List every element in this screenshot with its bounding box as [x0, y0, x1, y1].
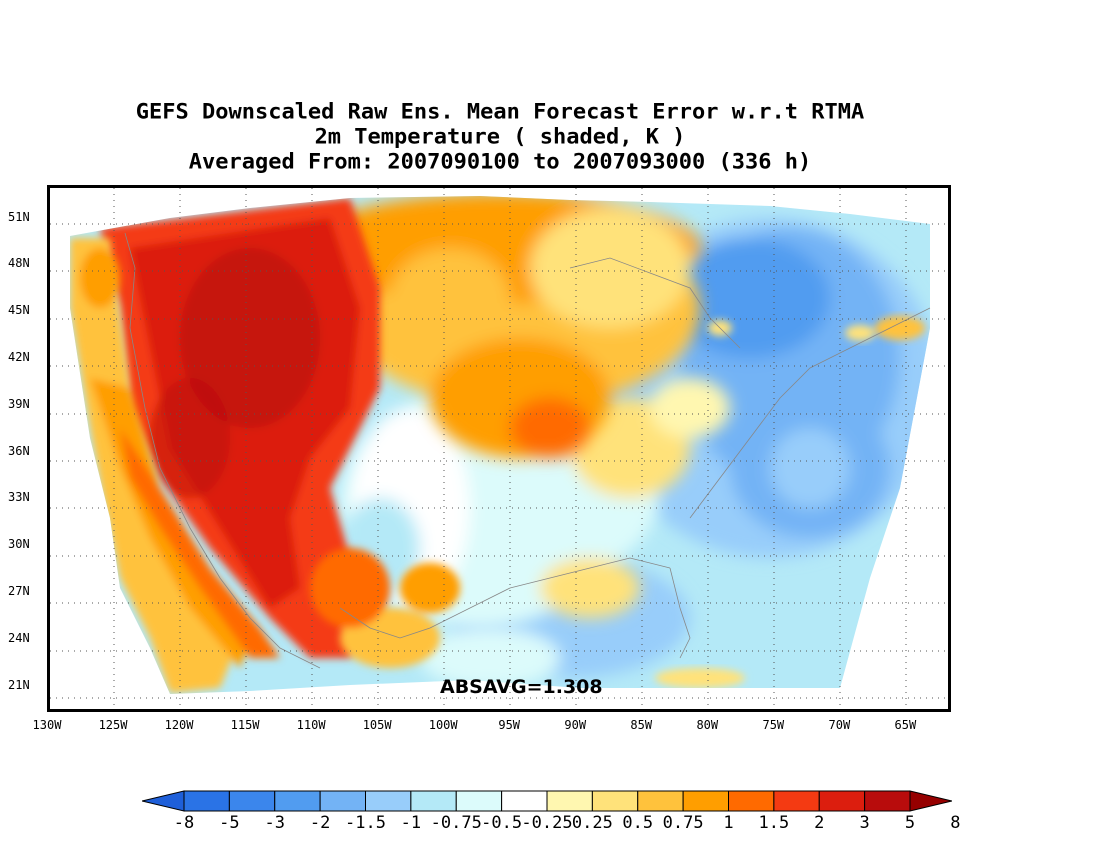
lat-tick-label: 30N: [8, 537, 30, 552]
colorbar-tick-label: 5: [904, 813, 916, 833]
colorbar-segment: [864, 790, 911, 812]
colorbar-over-arrow: [909, 790, 952, 812]
colorbar-segment: [773, 790, 820, 812]
colorbar-segment: [501, 790, 548, 812]
absavg-annotation: ABSAVG=1.308: [440, 676, 603, 698]
lon-tick-label: 75W: [762, 718, 785, 732]
lat-tick-label: 45N: [8, 303, 30, 318]
chart-title: GEFS Downscaled Raw Ens. Mean Forecast E…: [0, 100, 1000, 175]
lon-tick-label: 125W: [98, 718, 128, 732]
lon-tick-label: 85W: [630, 718, 653, 732]
lat-tick-label: 27N: [8, 584, 30, 598]
colorbar-tick-label: -0.25: [521, 813, 573, 833]
colorbar-segment: [591, 790, 639, 812]
lon-tick-label: 65W: [894, 718, 917, 732]
colorbar-tick-label: -2: [309, 813, 331, 833]
colorbar: [142, 790, 952, 812]
colorbar-tick-label: 8: [950, 813, 961, 833]
lat-tick-label: 33N: [8, 490, 30, 505]
colorbar-tick-label: 0.75: [662, 813, 704, 833]
lon-tick-label: 110W: [296, 718, 326, 732]
colorbar-segment: [546, 790, 593, 812]
colorbar-segment: [319, 790, 366, 812]
lon-tick-label: 130W: [32, 718, 62, 732]
colorbar-segment: [228, 790, 276, 812]
lat-tick-label: 48N: [8, 256, 30, 271]
lat-tick-label: 39N: [8, 396, 30, 411]
lon-tick-label: 95W: [498, 718, 521, 732]
map-panel: [47, 185, 951, 712]
colorbar-segment: [818, 790, 866, 812]
colorbar-segment: [728, 790, 775, 812]
lat-tick-label: 24N: [8, 630, 30, 645]
lat-tick-label: 21N: [8, 677, 30, 692]
colorbar-segment: [637, 790, 684, 812]
colorbar-tick-label: -8: [173, 813, 195, 833]
title-line-2: 2m Temperature ( shaded, K ): [314, 125, 686, 150]
colorbar-tick-label: 0.25: [571, 813, 613, 833]
lat-tick-label: 51N: [8, 209, 30, 224]
lon-tick-label: 70W: [828, 718, 851, 732]
lon-tick-label: 105W: [362, 718, 392, 732]
colorbar-tick-label: 0.5: [622, 813, 654, 833]
colorbar-segment: [274, 790, 321, 812]
colorbar-tick-label: -1: [400, 813, 422, 833]
colorbar-segment: [682, 790, 729, 812]
colorbar-segment: [365, 790, 412, 812]
forecast-error-map: [50, 188, 948, 709]
colorbar-tick-label: 1.5: [758, 813, 790, 833]
colorbar-segment: [455, 790, 503, 812]
colorbar-tick-label: -3: [264, 813, 285, 833]
lon-tick-label: 115W: [230, 718, 260, 732]
colorbar-segment: [410, 790, 457, 812]
colorbar-under-arrow: [142, 790, 185, 812]
colorbar-tick-label: 1: [723, 813, 734, 833]
lat-tick-label: 36N: [8, 443, 30, 458]
shaded-field: [70, 196, 930, 694]
lat-tick-label: 42N: [8, 350, 30, 365]
colorbar-tick-label: -1.5: [345, 813, 386, 833]
colorbar-segment: [183, 790, 230, 812]
lon-tick-label: 100W: [428, 718, 458, 732]
title-line-1: GEFS Downscaled Raw Ens. Mean Forecast E…: [135, 100, 865, 125]
colorbar-tick-label: 2: [814, 813, 825, 833]
colorbar-tick-label: -0.75: [430, 813, 482, 833]
lon-tick-label: 80W: [696, 718, 719, 732]
colorbar-tick-label: 3: [859, 813, 870, 833]
title-line-3: Averaged From: 2007090100 to 2007093000 …: [188, 150, 812, 175]
lon-tick-label: 120W: [164, 718, 194, 732]
colorbar-tick-label: -5: [219, 813, 240, 833]
colorbar-tick-label: -0.5: [481, 813, 523, 833]
lon-tick-label: 90W: [564, 718, 587, 732]
coastlines: [124, 232, 931, 669]
